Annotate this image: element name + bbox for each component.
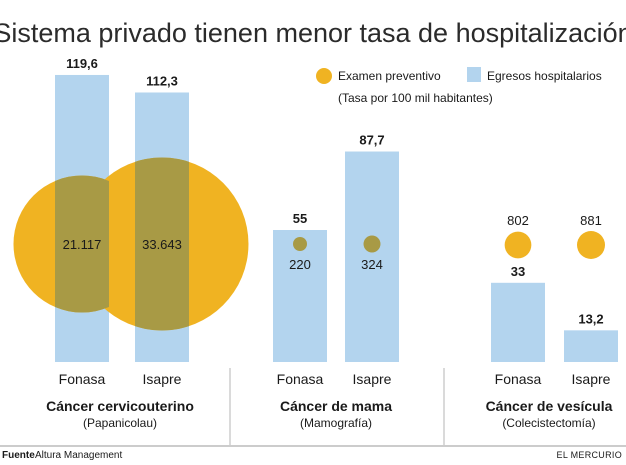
bubble-g2-fonasa (293, 237, 307, 251)
bar-value-g2-isapre: 87,7 (359, 133, 384, 148)
category-label-g3-isapre: Isapre (572, 371, 611, 387)
footer-brand: EL MERCURIO (557, 450, 622, 460)
overlap-g1-isapre (135, 157, 189, 331)
bar-value-g2-fonasa: 55 (293, 211, 307, 226)
category-label-g3-fonasa: Fonasa (495, 371, 542, 387)
bubble-g2-isapre (363, 235, 381, 253)
legend-bar-label: Egresos hospitalarios (487, 69, 602, 83)
bubble-value-g3-isapre: 881 (580, 213, 602, 228)
group-title-3: Cáncer de vesícula (486, 398, 613, 414)
category-label-g1-fonasa: Fonasa (59, 371, 106, 387)
bar-g2-isapre (345, 151, 399, 362)
overlap-layer (55, 157, 189, 331)
bubble-g3-fonasa (504, 231, 532, 259)
bar-value-g3-fonasa: 33 (511, 264, 525, 279)
category-label-g1-isapre: Isapre (143, 371, 182, 387)
chart-title: Sistema privado tienen menor tasa de hos… (0, 18, 626, 48)
legend-circle-label: Examen preventivo (338, 69, 441, 83)
bubble-value-g1-fonasa: 21.117 (63, 237, 102, 252)
bar-value-g3-isapre: 13,2 (578, 311, 603, 326)
legend-bar-swatch (467, 67, 481, 82)
group-subtitle-3: (Colecistectomía) (502, 416, 595, 430)
bubble-value-g2-fonasa: 220 (289, 257, 311, 272)
category-label-g2-fonasa: Fonasa (277, 371, 324, 387)
bubble-g3-isapre (577, 231, 605, 259)
bar-value-g1-fonasa: 119,6 (66, 56, 98, 71)
bubble-value-g2-isapre: 324 (361, 257, 383, 272)
category-label-g2-isapre: Isapre (353, 371, 392, 387)
legend-note: (Tasa por 100 mil habitantes) (338, 91, 493, 105)
legend-circle-swatch (316, 68, 332, 84)
bubble-value-g1-isapre: 33.643 (142, 237, 182, 252)
bubble-value-g3-fonasa: 802 (507, 213, 529, 228)
overlap-g1-fonasa (55, 175, 109, 313)
bar-value-g1-isapre: 112,3 (146, 73, 178, 88)
bar-g3-fonasa (491, 282, 545, 362)
group-title-2: Cáncer de mama (280, 398, 392, 414)
group-title-1: Cáncer cervicouterino (46, 398, 194, 414)
bar-g3-isapre (564, 330, 618, 362)
footer-source-label: Fuente (2, 450, 35, 461)
labels-layer: 119,6 21.117 Fonasa 112,3 33.643 Isapre Cáncer… (46, 56, 613, 430)
bar-g2-fonasa (273, 230, 327, 362)
group-subtitle-1: (Papanicolau) (83, 416, 157, 430)
group-subtitle-2: (Mamografía) (300, 416, 372, 430)
footer-source-text: Altura Management (35, 450, 122, 461)
